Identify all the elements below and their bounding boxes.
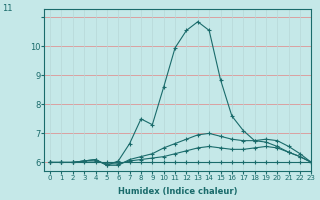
Text: 11: 11 xyxy=(2,4,12,13)
X-axis label: Humidex (Indice chaleur): Humidex (Indice chaleur) xyxy=(118,187,238,196)
